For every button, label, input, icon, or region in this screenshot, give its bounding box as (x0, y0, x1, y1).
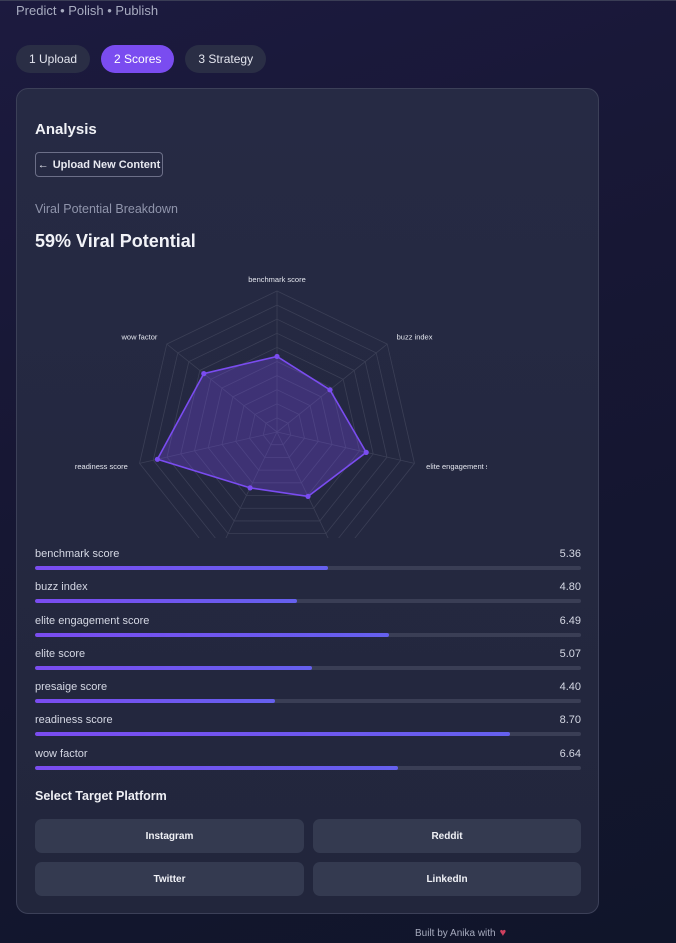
upload-new-content-button[interactable]: ← Upload New Content (35, 152, 163, 177)
step-scores-tab[interactable]: 2 Scores (101, 45, 175, 73)
radar-grid-ring (166, 318, 388, 535)
radar-axis-label: buzz index (397, 333, 433, 342)
metric-name: readiness score (35, 714, 113, 727)
metric-value: 5.07 (559, 647, 581, 660)
metric-value: 8.70 (559, 714, 581, 727)
metric-row: benchmark score 5.36 (35, 548, 581, 581)
metric-row: elite engagement score 6.49 (35, 615, 581, 648)
radar-data-point (327, 387, 333, 393)
top-divider (0, 0, 676, 1)
step-nav: 1 Upload 2 Scores 3 Strategy (16, 45, 267, 73)
radar-spoke (276, 431, 415, 464)
footer-text: Built by Anika with (415, 927, 496, 939)
radar-spoke (139, 431, 278, 464)
radar-data-point (274, 353, 280, 360)
metric-row: elite score 5.07 (35, 648, 581, 681)
radar-data-point (154, 456, 161, 462)
platform-title: Select Target Platform (35, 789, 167, 803)
radar-grid-ring (249, 403, 305, 458)
metric-bar-fill (35, 566, 328, 570)
platform-grid: Instagram Reddit Twitter LinkedIn (35, 819, 581, 896)
radar-grid-ring (235, 389, 319, 471)
metric-bar-track (35, 566, 581, 570)
metric-value: 6.49 (559, 614, 581, 627)
metric-row: buzz index 4.80 (35, 581, 581, 614)
metric-name: elite score (35, 647, 86, 660)
step-strategy-tab[interactable]: 3 Strategy (185, 45, 267, 73)
radar-spoke (276, 343, 388, 433)
step-upload-tab[interactable]: 1 Upload (16, 45, 91, 73)
metric-name: presaige score (35, 681, 108, 694)
tagline: Predict • Polish • Publish (16, 3, 159, 18)
analysis-card: Analysis ← Upload New Content Viral Pote… (16, 88, 599, 914)
upload-new-content-label: Upload New Content (52, 158, 161, 171)
radar-data-point (363, 449, 369, 455)
metric-bar-fill (35, 699, 276, 704)
metric-name: buzz index (35, 581, 88, 594)
radar-axis-label: wow factor (121, 333, 158, 342)
metric-bar-track (35, 699, 581, 704)
radar-axis-label: benchmark score (248, 275, 306, 284)
breakdown-label: Viral Potential Breakdown (35, 202, 178, 216)
platform-instagram-button[interactable]: Instagram (35, 819, 304, 853)
radar-data-point (201, 371, 207, 377)
platform-linkedin-button[interactable]: LinkedIn (313, 862, 581, 896)
radar-axis-label: readiness score (75, 462, 128, 471)
metric-name: wow factor (35, 747, 88, 760)
heart-icon: ♥ (499, 927, 507, 939)
metric-row: presaige score 4.40 (35, 681, 581, 714)
radar-grid-ring (180, 332, 374, 522)
metric-row: wow factor 6.64 (35, 748, 581, 781)
metric-name: benchmark score (35, 548, 120, 560)
metric-bar-fill (35, 665, 312, 670)
platform-reddit-button[interactable]: Reddit (313, 819, 581, 853)
radar-axis-label: elite engagement score (426, 462, 487, 471)
radar-grid-ring (152, 304, 402, 538)
metric-bar-track (35, 765, 581, 770)
metric-bar-track (35, 632, 581, 637)
radar-spoke (166, 343, 278, 433)
radar-grid-ring (139, 290, 415, 538)
radar-series-area (156, 355, 368, 498)
radar-data-point (305, 493, 311, 500)
viral-potential-title: 59% Viral Potential (35, 231, 196, 251)
metric-bar-track (35, 665, 581, 670)
metric-bar-track (35, 732, 581, 737)
metric-list: benchmark score 5.36 buzz index 4.80 elite e… (35, 548, 581, 781)
radar-chart: benchmark score buzz index elite engagemen… (75, 275, 487, 538)
footer: Built by Anika with ♥ (415, 927, 506, 939)
radar-grid-ring (221, 375, 333, 484)
metric-row: readiness score 8.70 (35, 714, 581, 747)
metric-bar-fill (35, 732, 511, 737)
metric-value: 4.40 (559, 681, 581, 694)
metric-bar-track (35, 599, 581, 604)
radar-grid-ring (262, 417, 292, 446)
metric-value: 6.64 (559, 747, 581, 760)
radar-data-point (247, 485, 253, 491)
metric-bar-fill (35, 765, 398, 770)
platform-twitter-button[interactable]: Twitter (35, 862, 304, 896)
metric-name: elite engagement score (35, 614, 150, 627)
radar-grid-ring (194, 346, 360, 509)
metric-value: 5.36 (559, 548, 581, 560)
metric-bar-fill (35, 599, 298, 604)
arrow-left-icon: ← (37, 158, 49, 171)
analysis-title: Analysis (35, 121, 97, 138)
metric-value: 4.80 (559, 581, 581, 594)
metric-bar-fill (35, 632, 390, 637)
radar-spoke (225, 431, 278, 538)
